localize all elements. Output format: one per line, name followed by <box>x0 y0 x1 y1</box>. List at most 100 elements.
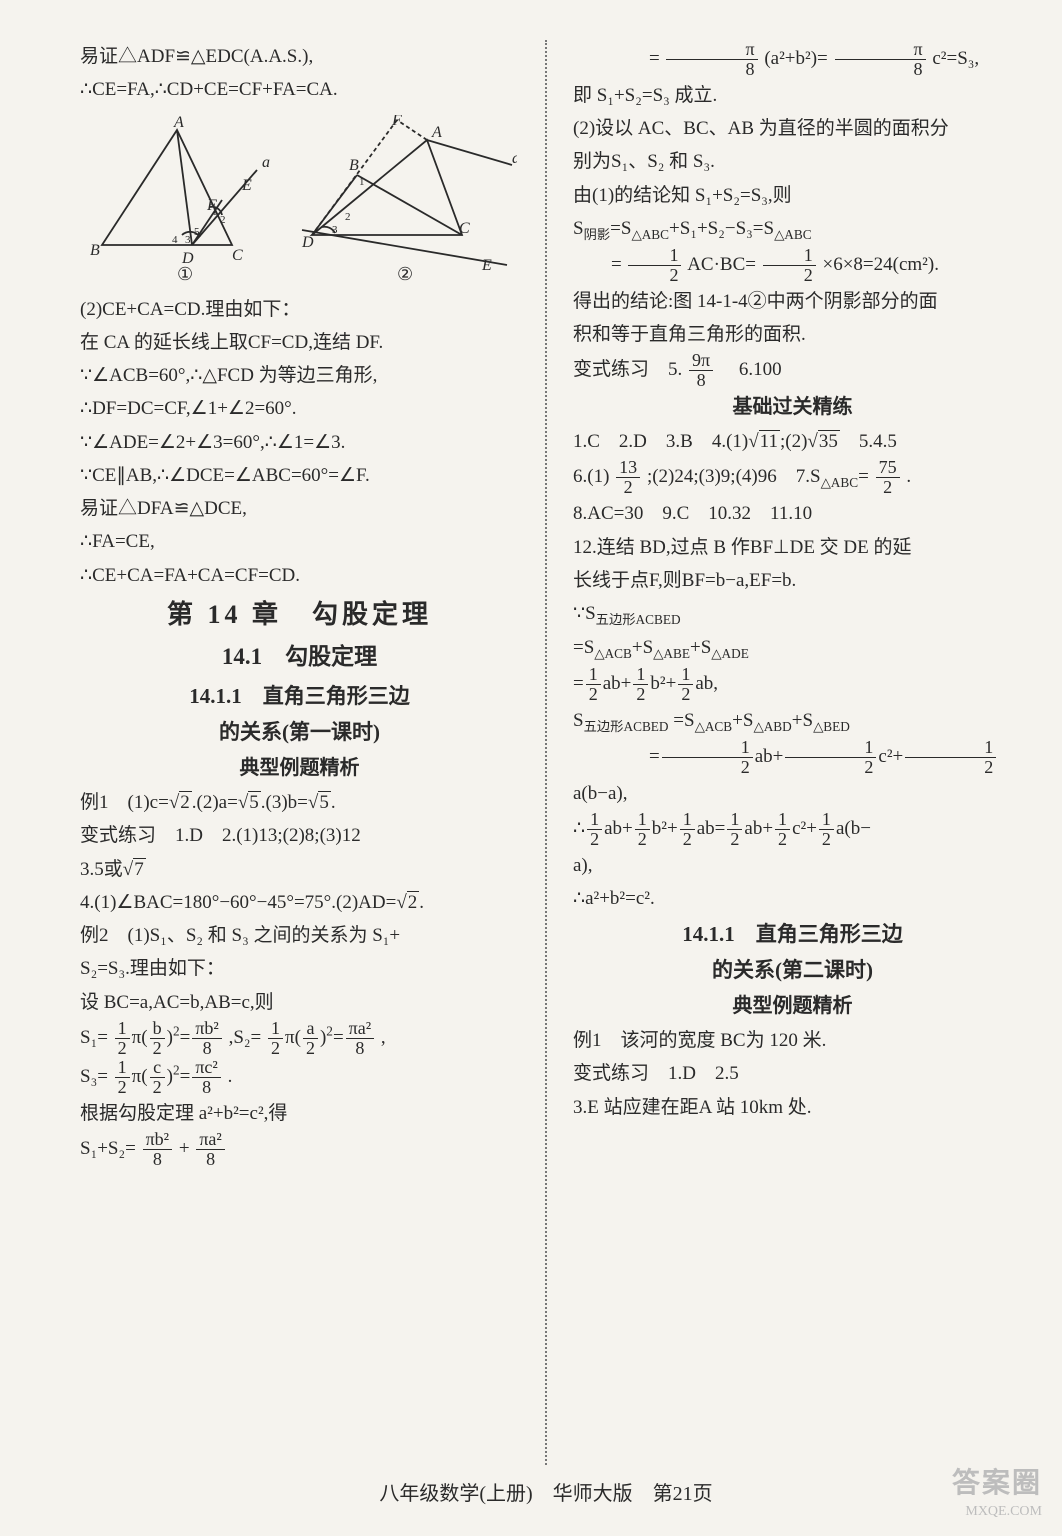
equation-top: = π8 (a²+b²)= π8 c²=S₃, <box>573 40 1012 79</box>
watermark-url: MXQE.COM <box>952 1503 1042 1521</box>
eq-text: (a²+b²)= <box>764 48 827 69</box>
text-line: 别为S₁、S₂ 和 S₃. <box>573 145 1012 178</box>
answer-line: 12.连结 BD,过点 B 作BF⊥DE 交 DE 的延 <box>573 531 1012 564</box>
eq-text: S₃= <box>80 1065 108 1086</box>
proof-line: ∵∠ADE=∠2+∠3=60°,∴∠1=∠3. <box>80 426 519 459</box>
svg-text:A: A <box>173 115 184 131</box>
svg-text:C: C <box>459 220 470 237</box>
svg-text:a: a <box>512 150 517 167</box>
svg-text:4: 4 <box>172 234 178 246</box>
eq-text: ,S₂= <box>229 1027 262 1048</box>
svg-text:1: 1 <box>359 176 365 188</box>
svg-text:C: C <box>232 247 243 264</box>
equation-s3: S₃= 12π(c2)2=πc²8 . <box>80 1058 519 1097</box>
eq-text: , <box>381 1027 386 1048</box>
example-line: 例1 该河的宽度 BC为 120 米. <box>573 1024 1012 1057</box>
answer-line: 8.AC=30 9.C 10.32 11.10 <box>573 497 1012 530</box>
text-line: 得出的结论:图 14-1-4②中两个阴影部分的面 <box>573 285 1012 318</box>
two-column-layout: 易证△ADF≌△EDC(A.A.S.), ∴CE=FA,∴CD+CE=CF+FA… <box>80 40 1012 1465</box>
examples-heading-2: 典型例题精析 <box>573 989 1012 1024</box>
eq-text: . <box>228 1065 233 1086</box>
variant-line: 3.5或7 <box>80 853 519 886</box>
answer-line: 6.(1) 132 ;(2)24;(3)9;(4)96 7.S△ABC= 752… <box>573 458 1012 497</box>
text-line: 即 S₁+S₂=S₃ 成立. <box>573 79 1012 112</box>
svg-text:F: F <box>391 115 402 129</box>
variant-line: 变式练习 1.D 2.5 <box>573 1057 1012 1090</box>
equation-therefore: ∴12ab+12b²+12ab=12ab+12c²+12a(b− <box>573 810 1012 849</box>
svg-text:5: 5 <box>194 226 200 238</box>
svg-text:②: ② <box>397 264 413 284</box>
example2-line: 例2 (1)S₁、S₂ 和 S₃ 之间的关系为 S₁+ <box>80 919 519 952</box>
proof-final: ∴a²+b²=c². <box>573 882 1012 915</box>
proof-line: 易证△ADF≌△EDC(A.A.S.), <box>80 40 519 73</box>
proof-line: ∵S五边形ACBED <box>573 597 1012 631</box>
proof-line: (2)CE+CA=CD.理由如下： <box>80 293 519 326</box>
subsection2-a: 14.1.1 直角三角形三边 <box>573 916 1012 953</box>
eq-text: S₁+S₂= <box>80 1138 136 1159</box>
svg-text:3: 3 <box>185 234 191 246</box>
variant-line: 变式练习 5. 9π8 6.100 <box>573 351 1012 390</box>
subsection-title-a: 14.1.1 直角三角形三边 <box>80 678 519 715</box>
label: ;(2)24;(3)9;(4)96 7.S△ABC= <box>647 466 869 487</box>
label: . <box>906 466 911 487</box>
eq-text: S₁= <box>80 1027 108 1048</box>
proof-line: S五边形ACBED =S△ACB+S△ABD+S△BED <box>573 704 1012 738</box>
eq-text: ×6×8=24(cm²). <box>823 254 939 275</box>
proof-line: ∴DF=DC=CF,∠1+∠2=60°. <box>80 392 519 425</box>
svg-text:3: 3 <box>332 224 338 236</box>
answer-line: 长线于点F,则BF=b−a,EF=b. <box>573 564 1012 597</box>
label: 6.(1) <box>573 466 609 487</box>
answer-line: 1.C 2.D 3.B 4.(1)11;(2)35 5.4.5 <box>573 425 1012 458</box>
watermark: 答案圈 MXQE.COM <box>952 1466 1042 1521</box>
proof-line: ∵∠ACB=60°,∴△FCD 为等边三角形, <box>80 359 519 392</box>
svg-text:2: 2 <box>220 214 226 226</box>
proof-line: ∵CE∥AB,∴∠DCE=∠ABC=60°=∠F. <box>80 459 519 492</box>
equation-penta1: =12ab+12b²+12ab, <box>573 665 1012 704</box>
label: 变式练习 5. <box>573 359 682 380</box>
example-line: 例1 (1)c=2.(2)a=5.(3)b=5. <box>80 786 519 819</box>
chapter-title: 第 14 章 勾股定理 <box>80 592 519 638</box>
text-line: 积和等于直角三角形的面积. <box>573 318 1012 351</box>
example2-line: 设 BC=a,AC=b,AB=c,则 <box>80 986 519 1019</box>
proof-line: ∴CE+CA=FA+CA=CF=CD. <box>80 559 519 592</box>
variant-line: 3.E 站应建在距A 站 10km 处. <box>573 1091 1012 1124</box>
page-footer: 八年级数学(上册) 华师大版 第21页 <box>80 1465 1012 1506</box>
svg-text:D: D <box>301 234 314 251</box>
proof-line: =S△ACB+S△ABE+S△ADE <box>573 631 1012 665</box>
proof-line: 在 CA 的延长线上取CF=CD,连结 DF. <box>80 326 519 359</box>
figure-1: A B C D E F a 3 4 5 1 2 <box>82 107 282 293</box>
equation-s1-s2: S₁= 12π(b2)2=πb²8 ,S₂= 12π(a2)2=πa²8 , <box>80 1019 519 1058</box>
eq-text: + <box>179 1138 190 1159</box>
text-line: (2)设以 AC、BC、AB 为直径的半圆的面积分 <box>573 112 1012 145</box>
svg-text:2: 2 <box>345 211 351 223</box>
proof-line: ∴FA=CE, <box>80 525 519 558</box>
equation-therefore-close: a), <box>573 849 1012 882</box>
example2-line: S₂=S₃.理由如下： <box>80 952 519 985</box>
text-line: 由(1)的结论知 S₁+S₂=S₃,则 <box>573 179 1012 212</box>
proof-line: ∴CE=FA,∴CD+CE=CF+FA=CA. <box>80 73 519 106</box>
figure-2: A F B D C E a 1 2 3 ② <box>287 107 517 293</box>
svg-text:A: A <box>431 124 442 141</box>
eq-text: AC·BC= <box>687 254 756 275</box>
svg-text:①: ① <box>177 264 193 284</box>
equation-area: = 12 AC·BC= 12 ×6×8=24(cm²). <box>573 246 1012 285</box>
svg-text:E: E <box>481 257 492 274</box>
section-title: 14.1 勾股定理 <box>80 637 519 677</box>
equation-sum: S₁+S₂= πb²8 + πa²8 <box>80 1130 519 1169</box>
svg-text:a: a <box>262 154 270 171</box>
eq-text: = <box>649 48 660 69</box>
svg-text:B: B <box>90 242 100 259</box>
examples-heading: 典型例题精析 <box>80 751 519 786</box>
watermark-title: 答案圈 <box>952 1466 1042 1502</box>
column-divider <box>545 40 547 1465</box>
eq-text: = <box>611 254 622 275</box>
basics-heading: 基础过关精练 <box>573 390 1012 425</box>
example2-line: 根据勾股定理 a²+b²=c²,得 <box>80 1097 519 1130</box>
svg-text:B: B <box>349 157 359 174</box>
right-column: = π8 (a²+b²)= π8 c²=S₃, 即 S₁+S₂=S₃ 成立. (… <box>573 40 1012 1465</box>
equation-penta2: =12ab+12c²+12a(b−a), <box>573 738 1012 810</box>
text-line: S阴影=S△ABC+S₁+S₂−S₃=S△ABC <box>573 212 1012 246</box>
eq-text: c²=S₃, <box>932 48 979 69</box>
subsection-title-b: 的关系(第一课时) <box>80 714 519 751</box>
left-column: 易证△ADF≌△EDC(A.A.S.), ∴CE=FA,∴CD+CE=CF+FA… <box>80 40 519 1465</box>
